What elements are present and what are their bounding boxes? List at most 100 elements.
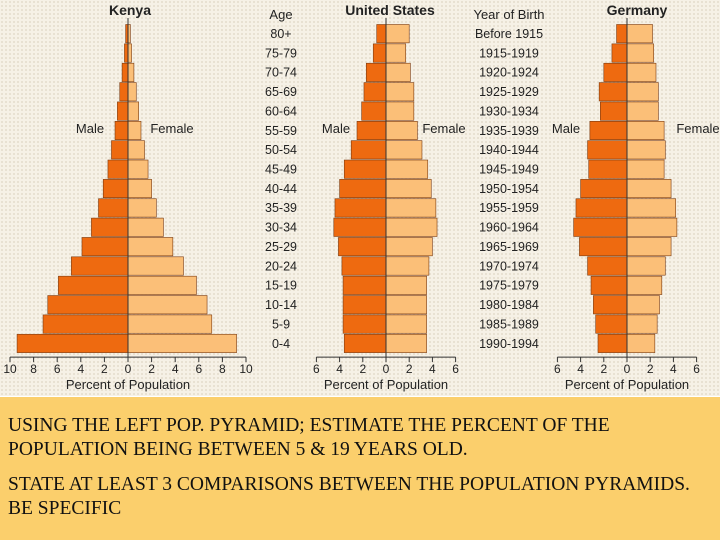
germany-male-bar-50-54	[587, 140, 628, 160]
us-female-bar-15-19	[385, 275, 427, 295]
united-states-pyramid: United States Male Female 6 4 2 0 2 4 6 Percent of…	[313, 2, 466, 392]
germany-male-bar-60-64	[600, 101, 628, 121]
birth-year-label: 1965-1969	[479, 240, 539, 254]
us-female-bar-70-74	[385, 62, 411, 82]
kenya-male-bar-40-44	[102, 179, 129, 199]
us-female-bar-10-14	[385, 295, 427, 315]
germany-female-bar-10-14	[626, 295, 660, 315]
us-female-bar-50-54	[385, 140, 423, 160]
birth-year-label: 1915-1919	[479, 46, 539, 60]
birth-year-label: 1975-1979	[479, 279, 539, 293]
us-x-tick-label: 2	[359, 362, 366, 376]
germany-male-bar-70-74	[603, 62, 628, 82]
kenya-male-bar-30-34	[91, 217, 129, 237]
kenya-male-bar-55-59	[114, 121, 129, 140]
germany-female-bar-15-19	[626, 275, 663, 295]
germany-female-bar-40-44	[626, 179, 672, 199]
age-label: 50-54	[265, 143, 297, 157]
birth-year-label: 1950-1954	[479, 182, 539, 196]
us-female-bar-25-29	[385, 237, 433, 257]
germany-female-bar-65-69	[626, 82, 659, 102]
germany-x-tick-label: 0	[624, 362, 631, 376]
age-label: 10-14	[265, 298, 297, 312]
kenya-x-tick-label: 6	[195, 362, 202, 376]
kenya-x-tick-label: 10	[239, 362, 253, 376]
germany-male-bar-25-29	[579, 237, 628, 257]
kenya-x-tick-label: 2	[101, 362, 108, 376]
germany-male-bar-30-34	[573, 217, 628, 237]
germany-x-tick-label: 4	[670, 362, 677, 376]
germany-x-tick-label: 6	[554, 362, 561, 376]
birth-year-label: 1925-1929	[479, 85, 539, 99]
kenya-male-bar-75-79	[124, 43, 129, 63]
us-female-bar-75-79	[385, 43, 407, 63]
kenya-x-tick-label: 10	[3, 362, 17, 376]
us-male-bar-65-69	[363, 82, 387, 102]
us-female-bar-35-39	[385, 198, 437, 218]
kenya-x-tick-label: 8	[219, 362, 226, 376]
birth-year-header: Year of Birth	[473, 7, 544, 22]
kenya-pyramid: Kenya Male Female 10 8 6 4 2 0 2 4 6 8 10 Percent of P…	[3, 2, 253, 392]
germany-female-bar-45-49	[626, 159, 665, 179]
us-male-bar-55-59	[356, 121, 387, 140]
us-female-bar-0-4	[385, 333, 427, 353]
age-label: 35-39	[265, 201, 297, 215]
us-male-bar-80+	[376, 24, 387, 44]
germany-male-bar-45-49	[588, 159, 628, 179]
birth-year-label: 1980-1984	[479, 298, 539, 312]
question-2: STATE AT LEAST 3 COMPARISONS BETWEEN THE…	[8, 474, 690, 519]
age-label: 30-34	[265, 221, 297, 235]
germany-x-tick-label: 6	[693, 362, 700, 376]
birth-year-label: 1935-1939	[479, 124, 539, 138]
kenya-x-tick-label: 6	[54, 362, 61, 376]
kenya-female-label: Female	[150, 121, 193, 136]
kenya-x-tick-label: 4	[172, 362, 179, 376]
germany-female-bar-80+	[626, 24, 653, 44]
kenya-female-bar-40-44	[127, 179, 152, 199]
birth-year-label: 1955-1959	[479, 201, 539, 215]
birth-year-label: Before 1915	[475, 27, 543, 41]
germany-female-bar-30-34	[626, 217, 678, 237]
age-label: 20-24	[265, 259, 297, 273]
us-female-bar-55-59	[385, 121, 418, 140]
germany-female-bar-5-9	[626, 314, 658, 334]
us-female-label: Female	[422, 121, 465, 136]
kenya-female-bar-50-54	[127, 140, 145, 160]
germany-male-bar-65-69	[598, 82, 628, 102]
kenya-male-bar-15-19	[58, 275, 129, 295]
us-male-bar-30-34	[333, 217, 387, 237]
us-male-bar-0-4	[343, 333, 387, 353]
us-x-tick-label: 4	[336, 362, 343, 376]
germany-male-bar-55-59	[589, 121, 628, 140]
kenya-female-bar-25-29	[127, 237, 174, 257]
age-label: 0-4	[272, 337, 290, 351]
birth-year-label: 1940-1944	[479, 143, 539, 157]
us-male-bar-70-74	[365, 62, 387, 82]
kenya-female-bar-20-24	[127, 256, 184, 276]
age-label: 70-74	[265, 66, 297, 80]
us-male-bar-25-29	[338, 237, 387, 257]
question-box: USING THE LEFT POP. PYRAMID; ESTIMATE TH…	[0, 397, 720, 540]
germany-female-bar-75-79	[626, 43, 654, 63]
kenya-male-bar-50-54	[111, 140, 129, 160]
birth-year-label: 1930-1934	[479, 104, 539, 118]
germany-female-bar-70-74	[626, 62, 657, 82]
population-pyramids-figure: Kenya Male Female 10 8 6 4 2 0 2 4 6 8 10 Percent of P…	[0, 0, 720, 396]
kenya-female-bar-5-9	[127, 314, 213, 334]
kenya-male-bar-70-74	[121, 62, 129, 82]
us-male-bar-45-49	[343, 159, 387, 179]
kenya-x-axis-label: Percent of Population	[66, 377, 190, 392]
us-male-bar-40-44	[339, 179, 387, 199]
birth-year-label: 1945-1949	[479, 163, 539, 177]
kenya-female-bar-75-79	[127, 43, 132, 63]
birth-year-label: 1920-1924	[479, 66, 539, 80]
us-female-bar-40-44	[385, 179, 432, 199]
germany-title: Germany	[607, 2, 668, 18]
germany-female-bar-60-64	[626, 101, 659, 121]
us-x-tick-label: 4	[429, 362, 436, 376]
us-x-axis-label: Percent of Population	[324, 377, 448, 392]
birth-year-label: 1970-1974	[479, 259, 539, 273]
us-female-bar-60-64	[385, 101, 415, 121]
kenya-male-bar-0-4	[16, 333, 129, 353]
kenya-male-bar-60-64	[117, 101, 129, 121]
